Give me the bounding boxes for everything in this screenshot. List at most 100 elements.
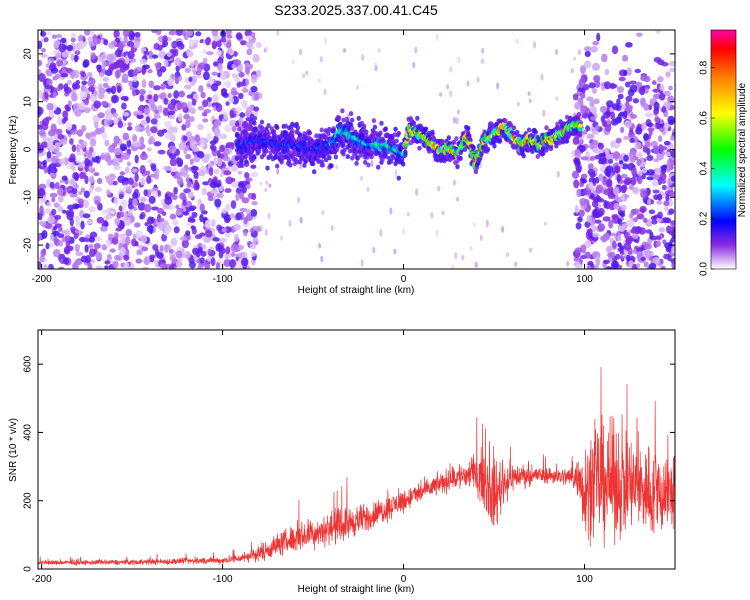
heatmap-cell bbox=[231, 90, 240, 96]
heatmap-cell bbox=[170, 237, 178, 247]
heatmap-cell bbox=[38, 183, 47, 190]
heatmap-cell bbox=[73, 102, 81, 112]
heatmap-cell bbox=[327, 155, 332, 161]
heatmap-cell bbox=[633, 216, 639, 222]
heatmap-cell bbox=[636, 250, 643, 257]
heatmap-cell bbox=[104, 214, 113, 220]
heatmap-cell bbox=[245, 106, 253, 115]
heatmap-cell bbox=[250, 74, 258, 84]
heatmap-cell bbox=[47, 140, 54, 150]
heatmap-cell bbox=[626, 67, 632, 76]
heatmap-cell bbox=[479, 152, 484, 158]
heatmap-cell bbox=[666, 159, 671, 168]
heatmap-cell bbox=[115, 69, 121, 79]
heatmap-cell bbox=[120, 246, 126, 256]
heatmap-cell bbox=[608, 158, 614, 165]
heatmap-cell bbox=[125, 236, 131, 246]
heatmap-cell bbox=[134, 241, 139, 247]
heatmap-cell bbox=[252, 154, 257, 160]
heatmap-cell bbox=[394, 169, 398, 177]
heatmap-cell bbox=[391, 155, 396, 160]
heatmap-cell bbox=[593, 98, 600, 105]
heatmap-cell bbox=[173, 226, 180, 234]
heatmap-cell bbox=[139, 177, 146, 186]
heatmap-cell bbox=[93, 100, 102, 109]
heatmap-cell bbox=[94, 186, 103, 193]
heatmap-cell bbox=[611, 103, 620, 111]
heatmap-cell bbox=[135, 258, 143, 264]
heatmap-cell bbox=[237, 170, 243, 175]
spectrogram-xtick-label: -100 bbox=[213, 274, 233, 285]
heatmap-cell bbox=[157, 93, 165, 99]
heatmap-cell bbox=[199, 142, 206, 148]
heatmap-cell bbox=[305, 70, 309, 76]
heatmap-cell bbox=[216, 150, 221, 158]
heatmap-cell bbox=[118, 42, 124, 51]
heatmap-cell bbox=[141, 66, 146, 76]
heatmap-cell bbox=[334, 147, 340, 153]
heatmap-cell bbox=[659, 172, 667, 181]
heatmap-cell bbox=[152, 244, 159, 251]
heatmap-cell bbox=[63, 86, 72, 94]
heatmap-cell bbox=[185, 153, 192, 160]
heatmap-cell bbox=[383, 126, 388, 132]
heatmap-cell bbox=[134, 222, 141, 228]
heatmap-cell bbox=[64, 234, 71, 242]
heatmap-cell bbox=[40, 249, 47, 257]
heatmap-cell bbox=[162, 35, 168, 43]
heatmap-cell bbox=[125, 185, 132, 193]
heatmap-cell bbox=[117, 120, 124, 129]
heatmap-cell bbox=[235, 212, 242, 221]
heatmap-cell bbox=[99, 72, 104, 78]
heatmap-cell bbox=[479, 234, 483, 242]
heatmap-cell bbox=[544, 125, 549, 131]
heatmap-cell bbox=[163, 97, 169, 105]
heatmap-cell bbox=[618, 160, 624, 165]
heatmap-cell bbox=[171, 257, 177, 265]
heatmap-cell bbox=[41, 196, 47, 203]
heatmap-cell bbox=[623, 69, 628, 77]
heatmap-cell bbox=[639, 205, 647, 213]
heatmap-cell bbox=[109, 210, 115, 215]
heatmap-cell bbox=[623, 110, 628, 118]
heatmap-cell bbox=[592, 40, 599, 46]
heatmap-cell bbox=[574, 247, 583, 254]
spectrogram-ytick-label: 10 bbox=[23, 96, 34, 108]
heatmap-cell bbox=[175, 209, 182, 216]
heatmap-cell bbox=[631, 186, 640, 195]
heatmap-cell bbox=[80, 142, 86, 149]
heatmap-cell bbox=[119, 143, 127, 152]
heatmap-cell bbox=[74, 54, 79, 63]
heatmap-cell bbox=[663, 200, 670, 207]
heatmap-cell bbox=[218, 158, 223, 165]
heatmap-cell bbox=[38, 69, 41, 76]
heatmap-cell bbox=[243, 230, 248, 237]
heatmap-cell bbox=[576, 188, 581, 198]
heatmap-cell bbox=[589, 155, 596, 161]
heatmap-cell bbox=[51, 155, 59, 164]
heatmap-cell bbox=[121, 102, 127, 110]
heatmap-cell bbox=[669, 191, 675, 198]
heatmap-cell bbox=[189, 205, 197, 211]
heatmap-cell bbox=[202, 181, 210, 186]
heatmap-cell bbox=[230, 164, 239, 172]
heatmap-cell bbox=[57, 134, 65, 140]
heatmap-cell bbox=[194, 134, 201, 143]
heatmap-cell bbox=[571, 170, 580, 179]
heatmap-cell bbox=[663, 140, 671, 146]
heatmap-cell bbox=[644, 249, 652, 259]
heatmap-cell bbox=[588, 82, 596, 89]
heatmap-cell bbox=[620, 126, 625, 134]
heatmap-cell bbox=[417, 145, 422, 151]
colorbar-tick-label: 0.0 bbox=[699, 262, 710, 276]
heatmap-cell bbox=[329, 163, 334, 169]
heatmap-cell bbox=[89, 131, 97, 137]
heatmap-cell bbox=[173, 90, 180, 99]
heatmap-cell bbox=[202, 99, 209, 108]
heatmap-cell bbox=[164, 196, 173, 205]
heatmap-cell bbox=[81, 80, 88, 86]
heatmap-cell bbox=[661, 105, 667, 113]
heatmap-cell bbox=[586, 215, 592, 223]
